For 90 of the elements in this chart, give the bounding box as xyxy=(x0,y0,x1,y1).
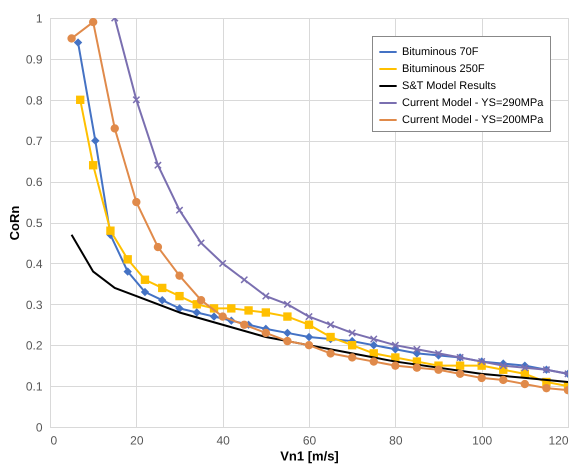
point xyxy=(158,284,166,292)
point xyxy=(284,300,292,308)
point xyxy=(412,364,422,372)
point xyxy=(520,380,530,388)
legend-label: Bituminous 70F xyxy=(402,46,479,58)
point xyxy=(140,276,150,284)
point xyxy=(124,255,132,264)
point xyxy=(413,345,421,354)
point xyxy=(91,136,100,145)
point xyxy=(240,276,248,284)
y-tick-label: 0.9 xyxy=(26,52,43,66)
point xyxy=(370,335,378,343)
point xyxy=(175,271,184,280)
point xyxy=(283,328,292,338)
point xyxy=(192,308,201,317)
y-tick-label: 0.5 xyxy=(26,216,43,230)
x-tick-label: 40 xyxy=(216,434,230,448)
y-tick-label: 0.4 xyxy=(26,256,43,271)
point xyxy=(210,312,218,321)
x-tick-label: 80 xyxy=(389,434,403,448)
y-tick-label: 0.6 xyxy=(26,175,43,190)
point xyxy=(74,38,82,47)
point xyxy=(499,362,508,370)
point xyxy=(76,96,84,104)
point xyxy=(67,34,76,43)
y-tick-label: 0.2 xyxy=(26,338,43,353)
y-tick-label: 0.8 xyxy=(26,93,43,108)
point xyxy=(370,357,378,366)
point xyxy=(154,242,162,252)
x-tick-label: 60 xyxy=(302,434,316,448)
point xyxy=(520,364,529,372)
y-tick-label: 0.3 xyxy=(26,298,43,312)
point xyxy=(370,341,378,350)
x-tick-label: 0 xyxy=(50,434,58,448)
legend-label: S&T Model Results xyxy=(402,80,496,92)
point xyxy=(304,341,314,350)
point xyxy=(477,374,486,382)
point xyxy=(326,349,335,358)
point xyxy=(218,312,227,321)
point xyxy=(158,296,166,304)
point xyxy=(283,336,292,346)
point xyxy=(132,198,141,206)
point xyxy=(262,292,270,300)
point xyxy=(88,18,98,26)
y-tick-label: 0.7 xyxy=(26,134,43,148)
point xyxy=(283,312,292,321)
y-tick-label: 0 xyxy=(36,420,43,434)
point xyxy=(262,328,270,338)
y-tick-label: 1 xyxy=(36,12,43,26)
point xyxy=(304,320,314,329)
point xyxy=(227,304,236,313)
x-axis-title: Vn1 [m/s] xyxy=(280,448,339,464)
point xyxy=(456,370,464,378)
point xyxy=(218,259,227,268)
y-axis-title: CoRn xyxy=(6,206,22,240)
point xyxy=(262,308,270,317)
point xyxy=(196,296,206,304)
point xyxy=(110,124,119,133)
point xyxy=(305,312,313,320)
point xyxy=(348,341,356,350)
point xyxy=(391,361,400,370)
point xyxy=(240,320,248,329)
point xyxy=(434,366,443,374)
point xyxy=(456,361,464,370)
point xyxy=(154,161,162,170)
point xyxy=(348,353,356,362)
x-tick-label: 100 xyxy=(472,434,492,448)
legend-label: Bituminous 250F xyxy=(402,63,485,75)
point xyxy=(124,267,132,276)
point xyxy=(244,306,253,315)
point xyxy=(348,329,356,337)
point xyxy=(140,288,150,296)
y-tick-label: 0.1 xyxy=(26,380,43,394)
point xyxy=(434,349,442,358)
point xyxy=(175,292,184,300)
legend-label: Current Model - YS=290MPa xyxy=(402,97,544,109)
point xyxy=(326,320,334,329)
point xyxy=(132,96,140,104)
x-tick-label: 20 xyxy=(130,434,144,448)
point xyxy=(88,161,98,170)
point xyxy=(499,376,508,384)
point xyxy=(176,206,184,214)
point xyxy=(106,226,115,235)
point xyxy=(197,239,205,247)
legend-label: Current Model - YS=200MPa xyxy=(402,114,544,126)
point xyxy=(304,332,314,342)
x-tick-label: 120 xyxy=(548,434,569,448)
point xyxy=(391,341,400,350)
point xyxy=(175,304,184,313)
point xyxy=(542,384,551,392)
